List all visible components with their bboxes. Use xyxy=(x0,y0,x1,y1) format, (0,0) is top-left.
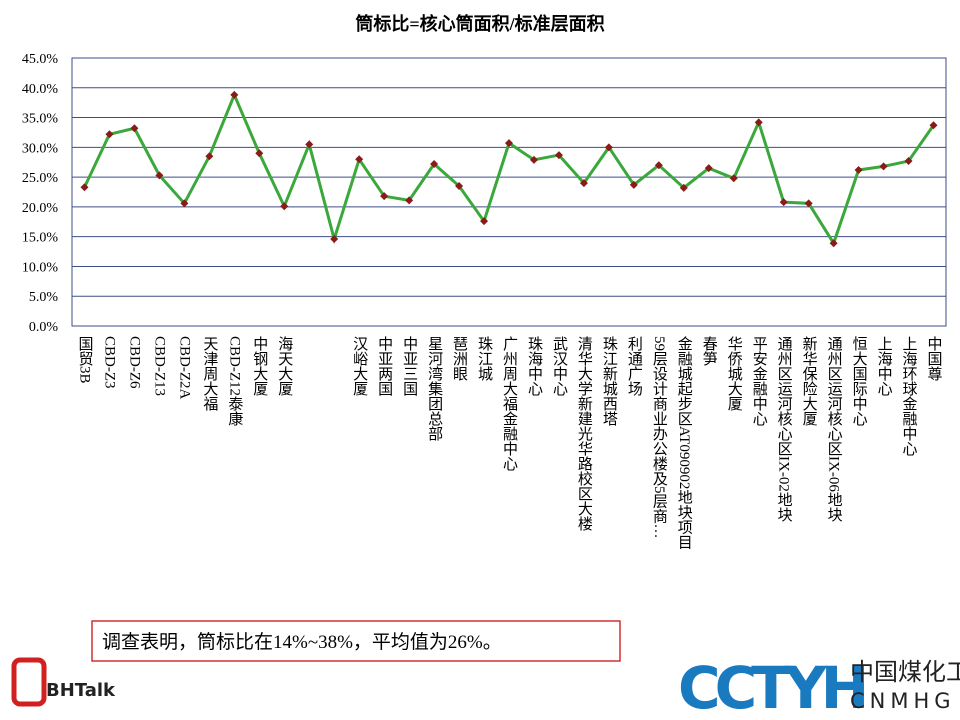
x-tick-label: 星河湾集团总部 xyxy=(426,336,443,441)
x-tick-label: CBD-Z3 xyxy=(101,336,117,389)
x-tick-label: 59层设计商业办公楼及5层商… xyxy=(651,336,668,539)
logo-left-box xyxy=(11,657,47,707)
y-tick-label: 10.0% xyxy=(22,260,59,275)
data-marker xyxy=(255,149,264,158)
y-tick-label: 40.0% xyxy=(22,82,59,97)
x-tick-label: 上海中心 xyxy=(876,336,893,396)
data-marker xyxy=(929,121,938,130)
annotation: 调查表明，筒标比在14%~38%，平均值为26%。 xyxy=(102,631,502,653)
x-tick-label: 通州区运河核心区IX-02地块 xyxy=(776,336,793,522)
data-marker xyxy=(155,171,164,180)
data-marker xyxy=(455,182,464,191)
data-marker xyxy=(804,199,813,208)
x-tick-label: 清华大学新建光华路校区大楼 xyxy=(576,336,593,531)
x-tick-label: 国贸3B xyxy=(76,336,92,384)
x-tick-label: 中钢大厦 xyxy=(251,336,268,396)
logo-left: BHTalk xyxy=(46,680,116,701)
logo-right-mark: CCTYH xyxy=(678,654,865,720)
x-tick-label: 恒大国际中心 xyxy=(851,336,868,426)
data-marker xyxy=(904,157,913,166)
x-tick-label: 上海环球金融中心 xyxy=(901,336,918,456)
data-marker xyxy=(529,155,538,164)
data-marker xyxy=(355,155,364,164)
data-marker xyxy=(554,151,563,160)
data-marker xyxy=(330,235,339,244)
note-box xyxy=(91,620,621,662)
x-tick-label: 利通广场 xyxy=(626,336,643,397)
x-tick-label: 珠海中心 xyxy=(526,336,543,396)
x-tick-label: 金融城起步区AT090902地块项目 xyxy=(676,336,693,550)
data-marker xyxy=(205,152,214,161)
x-tick-label: 武汉中心 xyxy=(551,336,568,396)
data-marker xyxy=(754,118,763,127)
x-tick-label: 华侨城大厦 xyxy=(726,336,743,411)
chart-title: 筒标比=核心筒面积/标准层面积 xyxy=(355,13,604,34)
x-tick-label: 珠江新城西塔 xyxy=(601,336,618,426)
y-tick-label: 5.0% xyxy=(29,290,59,305)
data-marker xyxy=(230,90,239,99)
y-tick-label: 25.0% xyxy=(22,171,59,186)
y-tick-label: 45.0% xyxy=(22,52,59,67)
x-tick-label: 汉峪大厦 xyxy=(351,336,368,396)
x-tick-label: 新华保险大厦 xyxy=(801,336,818,426)
plot-border xyxy=(71,57,947,327)
x-tick-label: 珠江城 xyxy=(476,336,493,382)
data-marker xyxy=(604,143,613,152)
data-marker xyxy=(305,140,314,149)
y-tick-label: 15.0% xyxy=(22,231,59,246)
x-tick-label: CBD-Z12泰康 xyxy=(226,336,243,426)
data-marker xyxy=(405,196,414,205)
logo-right-en: CNMHG xyxy=(850,689,956,713)
x-tick-label: 中国尊 xyxy=(926,336,943,382)
data-marker xyxy=(505,139,513,148)
x-tick-label: CBD-Z6 xyxy=(126,336,142,389)
x-tick-label: 广州周大福金融中心 xyxy=(501,336,518,471)
y-tick-label: 30.0% xyxy=(22,141,59,156)
x-tick-label: 通州区运河核心区IX-06地块 xyxy=(826,336,843,522)
y-tick-label: 0.0% xyxy=(29,320,59,335)
x-tick-label: 中亚两国 xyxy=(376,336,393,396)
data-marker xyxy=(280,202,289,211)
data-marker xyxy=(854,165,863,174)
data-marker xyxy=(879,162,888,171)
x-tick-label: 天津周大福 xyxy=(201,336,218,411)
x-tick-label: 中亚三国 xyxy=(401,336,418,396)
y-tick-label: 35.0% xyxy=(22,112,59,127)
data-marker xyxy=(629,180,638,189)
data-marker xyxy=(80,183,89,192)
data-marker xyxy=(430,160,439,169)
data-marker xyxy=(105,130,114,139)
data-marker xyxy=(679,183,688,192)
x-tick-label: 春笋 xyxy=(701,336,718,366)
x-tick-label: CBD-Z13 xyxy=(151,336,167,396)
data-marker xyxy=(829,239,838,248)
x-tick-label: 琶洲眼 xyxy=(451,336,468,381)
x-tick-label: 海天大厦 xyxy=(276,336,293,396)
data-marker xyxy=(130,124,139,133)
x-tick-label: 平安金融中心 xyxy=(751,336,768,426)
data-marker xyxy=(729,174,738,183)
data-marker xyxy=(654,161,663,170)
data-marker xyxy=(180,199,189,208)
data-marker xyxy=(704,164,713,173)
data-marker xyxy=(779,198,788,207)
x-tick-label: CBD-Z2A xyxy=(176,336,192,400)
y-tick-label: 20.0% xyxy=(22,201,59,216)
data-marker xyxy=(380,192,389,201)
data-marker xyxy=(480,217,489,226)
logo-right-cn: 中国煤化工 xyxy=(850,658,960,686)
data-marker xyxy=(579,179,588,188)
